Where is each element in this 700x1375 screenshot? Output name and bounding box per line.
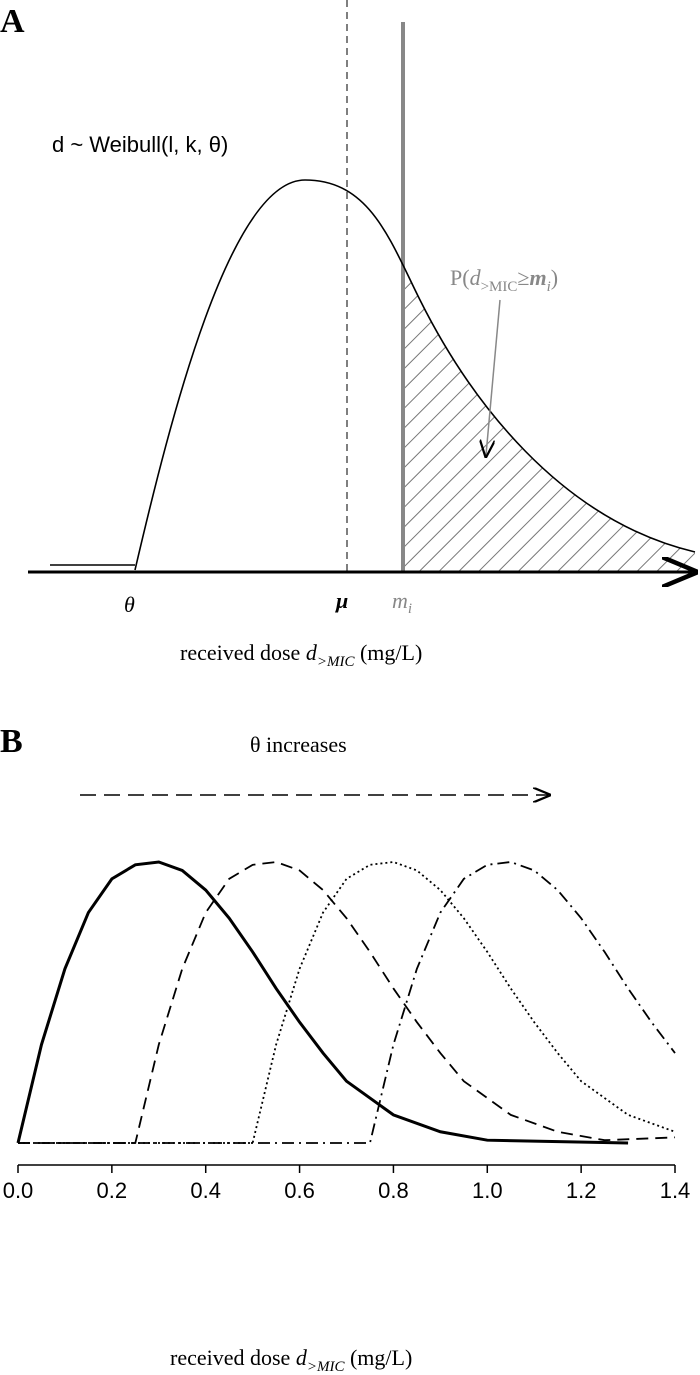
x-tick-label: 0.0 bbox=[3, 1178, 34, 1203]
x-axis-title: received dose d>MIC (mg/L) bbox=[180, 640, 422, 670]
x-tick-label: 1.2 bbox=[566, 1178, 597, 1203]
area-label: P(d>MIC≥mi) bbox=[450, 265, 558, 295]
annotation: θ increases bbox=[250, 732, 347, 757]
x-tick-label: 0.8 bbox=[378, 1178, 409, 1203]
mi-label: mi bbox=[392, 588, 412, 617]
x-tick-label: 0.4 bbox=[190, 1178, 221, 1203]
formula: d ~ Weibull(l, k, θ) bbox=[52, 132, 228, 157]
density-curve bbox=[18, 861, 676, 1144]
density-curve bbox=[16, 860, 629, 1145]
area-arrow bbox=[486, 299, 501, 455]
weibull-curve bbox=[50, 179, 696, 571]
x-axis-title: received dose d>MIC (mg/L) bbox=[170, 1345, 412, 1375]
density-curve bbox=[18, 861, 676, 1144]
x-tick-label: 0.6 bbox=[284, 1178, 315, 1203]
chart: 0.0 0.2 0.4 0.6 0.8 1.0 1.2 1.4 bbox=[3, 860, 691, 1203]
panel-label: B bbox=[0, 723, 23, 760]
theta-label: θ bbox=[124, 592, 135, 617]
x-tick-label: 1.4 bbox=[660, 1178, 691, 1203]
panel-label: A bbox=[0, 3, 25, 40]
x-tick-label: 0.2 bbox=[97, 1178, 128, 1203]
hatched-area bbox=[403, 265, 695, 572]
density-curve bbox=[18, 861, 676, 1144]
x-tick-label: 1.0 bbox=[472, 1178, 503, 1203]
mu-label: μ bbox=[335, 588, 348, 613]
